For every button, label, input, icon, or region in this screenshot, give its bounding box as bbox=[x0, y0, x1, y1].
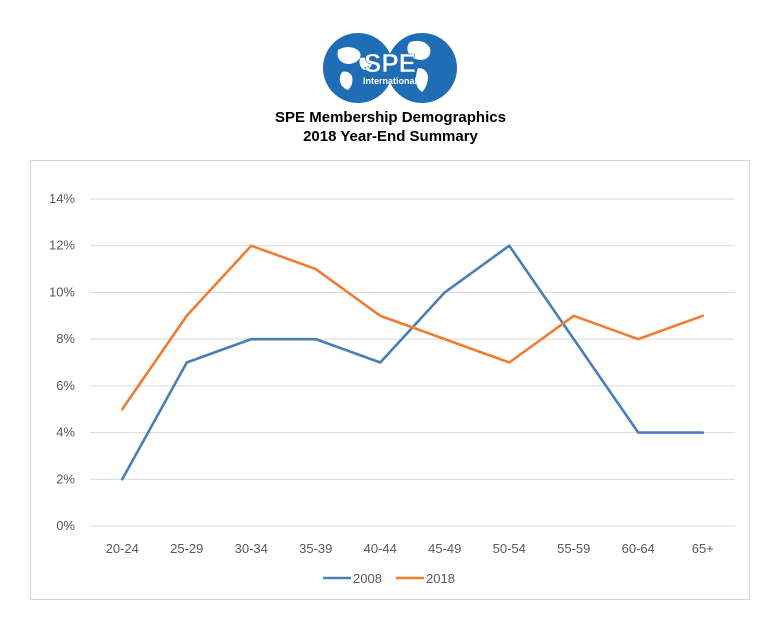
series-line-2008 bbox=[120, 244, 705, 481]
x-tick-label: 20-24 bbox=[106, 541, 139, 556]
legend-label-2008: 2008 bbox=[353, 571, 382, 586]
logo-continent-2 bbox=[339, 71, 353, 90]
y-tick-label: 8% bbox=[56, 331, 75, 346]
x-tick-label: 40-44 bbox=[364, 541, 397, 556]
y-tick-label: 4% bbox=[56, 425, 75, 440]
x-axis-ticks: 20-24 25-29 30-34 35-39 40-44 45-49 50-54 55-59… bbox=[106, 541, 714, 556]
y-tick-label: 12% bbox=[49, 238, 75, 253]
gridlines bbox=[90, 198, 735, 527]
legend: 2008 2018 bbox=[323, 571, 455, 586]
spe-logo: SPE International bbox=[323, 33, 457, 103]
logo-text-main: SPE bbox=[364, 48, 416, 78]
chart-title-line1: SPE Membership Demographics bbox=[275, 109, 506, 126]
y-tick-label: 0% bbox=[56, 518, 75, 533]
legend-label-2018: 2018 bbox=[426, 571, 455, 586]
y-tick-label: 2% bbox=[56, 471, 75, 486]
logo-continent-3 bbox=[359, 57, 372, 70]
logo-continent-1 bbox=[337, 47, 361, 64]
logo-continent-4 bbox=[407, 40, 431, 60]
y-tick-label: 14% bbox=[49, 191, 75, 206]
y-tick-label: 10% bbox=[49, 284, 75, 299]
x-tick-label: 65+ bbox=[692, 541, 714, 556]
x-tick-label: 25-29 bbox=[170, 541, 203, 556]
series-line-2018 bbox=[120, 244, 705, 411]
series-lines bbox=[120, 244, 705, 481]
chart-area bbox=[30, 160, 750, 600]
x-tick-label: 50-54 bbox=[493, 541, 526, 556]
x-tick-label: 30-34 bbox=[235, 541, 268, 556]
x-tick-label: 45-49 bbox=[428, 541, 461, 556]
logo-globe-right bbox=[387, 33, 457, 103]
chart-title: SPE Membership Demographics 2018 Year-En… bbox=[0, 108, 781, 146]
y-axis-ticks: 0% 2% 4% 6% 8% 10% 12% 14% bbox=[49, 191, 75, 533]
logo-continent-5 bbox=[416, 68, 428, 92]
y-tick-label: 6% bbox=[56, 378, 75, 393]
logo-text-sub: International bbox=[363, 76, 417, 86]
x-tick-label: 60-64 bbox=[622, 541, 655, 556]
x-tick-label: 55-59 bbox=[557, 541, 590, 556]
x-tick-label: 35-39 bbox=[299, 541, 332, 556]
chart-title-line2: 2018 Year-End Summary bbox=[303, 128, 478, 145]
